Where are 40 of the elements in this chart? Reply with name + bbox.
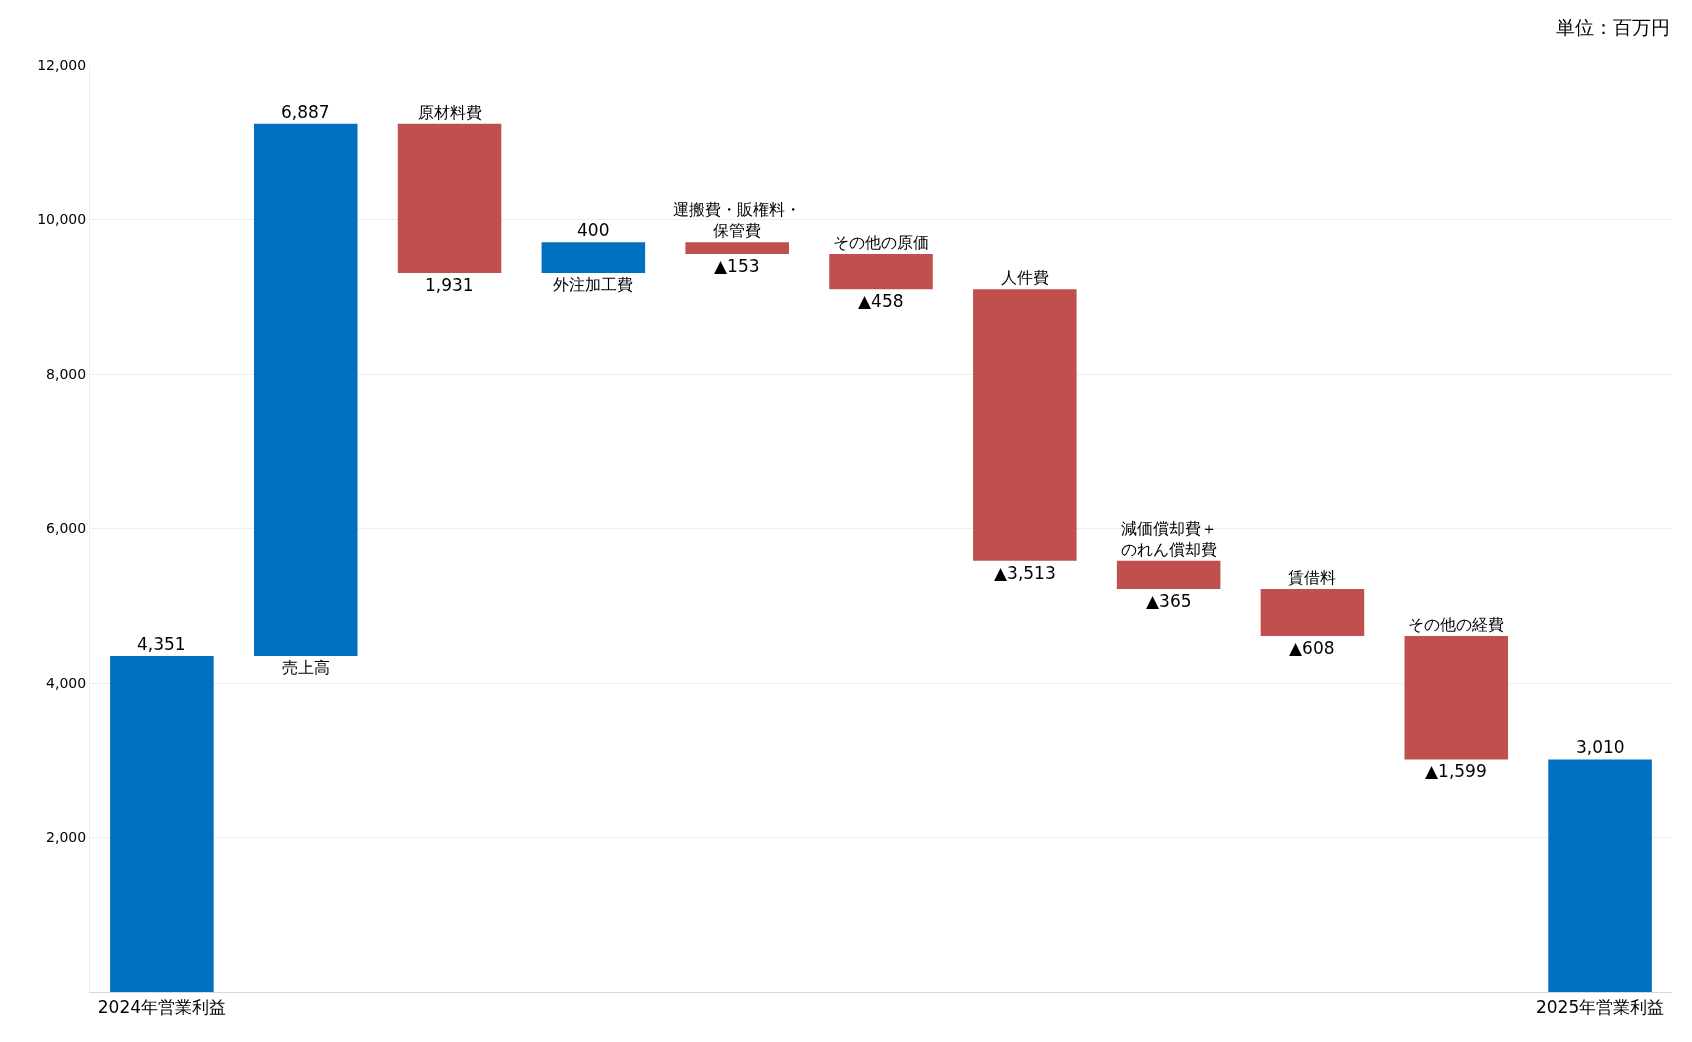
data-label: 400 [577,220,610,240]
y-tick-label: 6,000 [46,520,87,537]
y-tick-label: 8,000 [46,365,87,382]
x-tick-label: 原材料費 [418,103,482,122]
data-label: ▲608 [1289,638,1335,658]
x-tick-label: 運搬費・販権料・保管費 [673,200,801,240]
bar [685,242,789,254]
y-tick-label: 10,000 [37,211,87,228]
y-tick-label: 4,000 [46,674,87,691]
x-tick-label: 賃借料 [1288,568,1336,587]
x-tick-label: その他の経費 [1408,615,1504,634]
bar [973,289,1077,561]
x-tick-label: 人件費 [1001,268,1049,287]
text: 単位：百万円 [1556,16,1670,38]
bar [110,655,214,992]
x-tick-label: 減価償却費＋のれん償却費 [1121,519,1217,559]
data-label: 3,010 [1576,737,1625,757]
x-tick-label: 2024年営業利益 [97,997,227,1018]
bar [829,253,933,290]
bar [541,242,646,274]
x-tick-label: その他の原価 [833,233,929,252]
bar [1548,759,1652,992]
x-tick-label: 2025年営業利益 [1535,997,1665,1018]
bar [1116,560,1221,589]
data-label: 6,887 [281,102,330,122]
data-label: ▲458 [858,291,904,311]
x-tick-label: 売上高 [282,658,330,677]
y-tick-label: 12,000 [37,56,87,73]
y-tick-label: 2,000 [46,829,87,846]
data-label: ▲1,599 [1425,761,1487,781]
bar [253,123,358,656]
bar [1404,635,1509,760]
data-label: ▲3,513 [994,563,1056,583]
data-label: 1,931 [425,275,474,295]
x-tick-label: 外注加工費 [553,275,633,294]
bar [1260,588,1365,636]
bar [397,123,502,274]
data-label: ▲365 [1146,591,1192,611]
data-label: 4,351 [137,634,186,654]
data-label: ▲153 [714,256,760,276]
